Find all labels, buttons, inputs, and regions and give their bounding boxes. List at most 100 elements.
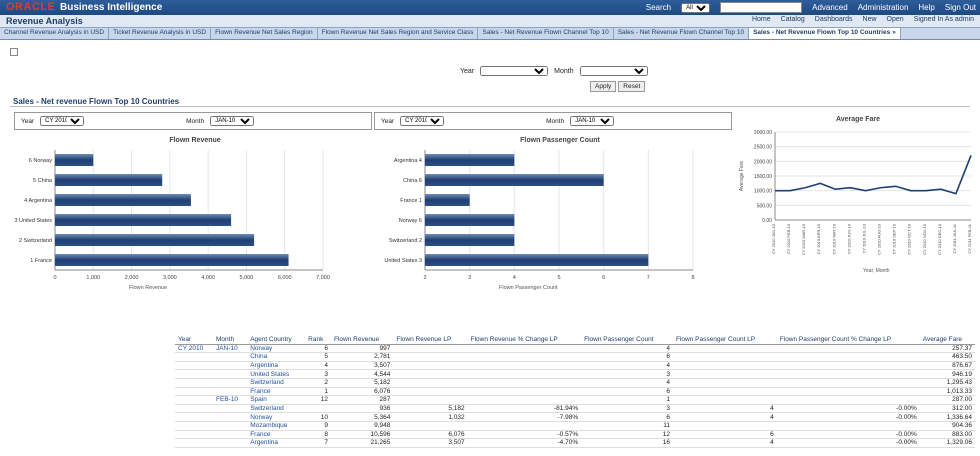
month-select[interactable] bbox=[579, 66, 648, 76]
table-header-row: Year Month Agent Country Rank Flown Revenue F… bbox=[175, 336, 975, 345]
table-cell bbox=[175, 430, 214, 440]
table-cell: 3 bbox=[581, 404, 673, 414]
search-input[interactable] bbox=[720, 2, 803, 13]
flown-passenger-chart: 2 3 4 5 6 7 8 Argentina 4 China 6 France 1 Norway … bbox=[384, 150, 695, 291]
table-cell[interactable]: Argentina bbox=[247, 361, 306, 371]
table-row: Mozambique 9 9,948 11 904.36 bbox=[175, 421, 975, 431]
search-scope-select[interactable]: All bbox=[681, 2, 711, 13]
table-row: France 1 6,076 6 1,013.33 bbox=[175, 387, 975, 397]
table-cell: 3,507 bbox=[393, 438, 468, 448]
column-header[interactable]: Flown Revenue % Change LP bbox=[467, 336, 582, 345]
new-menu[interactable]: New bbox=[862, 16, 877, 23]
flown-passenger-chart-title: Flown Passenger Count bbox=[520, 137, 600, 144]
table-cell: 9,948 bbox=[331, 421, 394, 431]
x-tick-label: 4,000 bbox=[201, 275, 215, 281]
help-link[interactable]: Help bbox=[918, 3, 935, 12]
table-cell[interactable]: France bbox=[247, 430, 306, 440]
column-header[interactable]: Year bbox=[175, 336, 214, 345]
right-prompt-box: Year CY 2010 Month JAN-10 bbox=[374, 112, 732, 130]
year-select[interactable] bbox=[480, 66, 549, 76]
table-cell: -0.00% bbox=[776, 430, 920, 440]
table-cell bbox=[393, 369, 468, 379]
table-cell bbox=[467, 344, 582, 354]
column-header[interactable]: Flown Passenger Count LP bbox=[673, 336, 777, 345]
bar bbox=[425, 254, 649, 266]
table-cell: 11 bbox=[581, 421, 673, 431]
tab-net-revenue-channel-1[interactable]: Sales - Net Revenue Flown Channel Top 10 bbox=[478, 28, 614, 39]
table-cell bbox=[673, 352, 777, 362]
table-cell bbox=[213, 378, 248, 388]
table-cell[interactable]: Spain bbox=[247, 395, 306, 405]
table-cell: 4,544 bbox=[331, 369, 394, 379]
open-menu[interactable]: Open bbox=[886, 16, 904, 23]
table-cell bbox=[393, 361, 468, 371]
table-cell: 4 bbox=[673, 404, 777, 414]
table-cell: 2,781 bbox=[331, 352, 394, 362]
tab-net-revenue-countries[interactable]: Sales - Net Revenue Flown Top 10 Countri… bbox=[749, 28, 901, 39]
table-cell[interactable]: Norway bbox=[247, 344, 306, 354]
column-header[interactable]: Flown Passenger Count % Change LP bbox=[776, 336, 920, 345]
advanced-link[interactable]: Advanced bbox=[812, 3, 848, 12]
table-cell[interactable]: Mozambique bbox=[247, 421, 306, 431]
administration-link[interactable]: Administration bbox=[857, 3, 909, 12]
column-header[interactable]: Flown Revenue LP bbox=[393, 336, 468, 345]
catalog-link[interactable]: Catalog bbox=[780, 16, 805, 23]
table-cell: 2 bbox=[305, 378, 331, 388]
reset-button[interactable]: Reset bbox=[618, 81, 646, 92]
left-year-select[interactable]: CY 2010 bbox=[40, 116, 85, 126]
column-header[interactable]: Month bbox=[213, 336, 248, 345]
column-header[interactable]: Rank bbox=[305, 336, 331, 345]
right-year-select[interactable]: CY 2010 bbox=[400, 116, 445, 126]
table-cell: 1,329.06 bbox=[919, 438, 975, 448]
table-cell[interactable]: Switzerland bbox=[247, 378, 306, 388]
home-link[interactable]: Home bbox=[751, 16, 771, 23]
table-cell[interactable]: China bbox=[247, 352, 306, 362]
table-cell[interactable]: Switzerland bbox=[247, 404, 306, 414]
table-cell: 16 bbox=[581, 438, 673, 448]
table-cell[interactable]: United States bbox=[247, 369, 306, 379]
chevron-right-icon[interactable]: » bbox=[892, 29, 896, 36]
column-header[interactable]: Average Fare bbox=[919, 336, 975, 345]
page-options-icon[interactable] bbox=[10, 48, 18, 56]
table-cell bbox=[213, 430, 248, 440]
top-bar: ORACLE Business Intelligence Search All … bbox=[0, 0, 980, 15]
table-cell[interactable]: Norway bbox=[247, 412, 306, 422]
header-links: Search All Advanced Administration Help … bbox=[646, 2, 976, 13]
table-cell[interactable]: Argentina bbox=[247, 438, 306, 448]
column-header[interactable]: Flown Revenue bbox=[331, 336, 394, 345]
tab-ticket-revenue[interactable]: Ticket Revenue Analysis in USD bbox=[109, 28, 212, 39]
table-cell[interactable]: France bbox=[247, 387, 306, 397]
y-tick-label: 1000.00 bbox=[754, 189, 772, 195]
column-header[interactable]: Agent Country bbox=[247, 336, 306, 345]
month-label: Month bbox=[554, 67, 574, 75]
table-cell: 6 bbox=[581, 412, 673, 422]
right-month-select[interactable]: JAN-10 bbox=[570, 116, 615, 126]
tab-flown-revenue-region-class[interactable]: Flown Revenue Net Sales Region and Servi… bbox=[318, 28, 479, 39]
table-cell bbox=[175, 395, 214, 405]
apply-button[interactable]: Apply bbox=[590, 81, 617, 92]
tab-channel-revenue[interactable]: Channel Revenue Analysis in USD bbox=[0, 28, 110, 39]
table-cell bbox=[213, 369, 248, 379]
table-cell bbox=[776, 344, 920, 354]
table-cell: CY 2010 bbox=[175, 344, 214, 354]
bar bbox=[425, 174, 604, 186]
signed-in-menu[interactable]: Signed In As admin bbox=[913, 16, 974, 23]
tab-net-revenue-channel-2[interactable]: Sales - Net Revenue Flown Channel Top 10 bbox=[614, 28, 750, 39]
table-cell: 7 bbox=[305, 438, 331, 448]
column-header[interactable]: Flown Passenger Count bbox=[581, 336, 673, 345]
tab-flown-revenue-region[interactable]: Flown Revenue Net Sales Region bbox=[211, 28, 318, 39]
table-cell: 936 bbox=[331, 404, 394, 414]
sign-out-link[interactable]: Sign Out bbox=[944, 3, 976, 12]
left-month-select[interactable]: JAN-10 bbox=[210, 116, 255, 126]
dashboards-menu[interactable]: Dashboards bbox=[814, 16, 853, 23]
table-cell: 1,013.33 bbox=[919, 387, 975, 397]
x-tick-label: 5,000 bbox=[240, 275, 254, 281]
x-tick-label: CY 2010 JUL-10 bbox=[861, 223, 866, 253]
table-cell: -4.70% bbox=[467, 438, 582, 448]
y-tick-label: 3000.00 bbox=[754, 130, 772, 136]
x-tick-label: 0 bbox=[53, 275, 56, 281]
table-cell: -7.98% bbox=[467, 412, 582, 422]
table-cell bbox=[213, 361, 248, 371]
tab-active-label: Sales - Net Revenue Flown Top 10 Countri… bbox=[753, 29, 891, 36]
table-cell bbox=[673, 421, 777, 431]
